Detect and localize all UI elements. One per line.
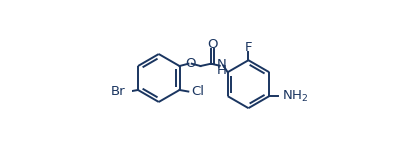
- Text: H: H: [217, 64, 227, 77]
- Text: NH$_2$: NH$_2$: [282, 89, 308, 104]
- Text: O: O: [207, 38, 217, 51]
- Text: N: N: [217, 58, 227, 71]
- Text: Cl: Cl: [191, 85, 204, 98]
- Text: F: F: [245, 41, 252, 54]
- Text: O: O: [185, 57, 195, 70]
- Text: Br: Br: [111, 85, 126, 98]
